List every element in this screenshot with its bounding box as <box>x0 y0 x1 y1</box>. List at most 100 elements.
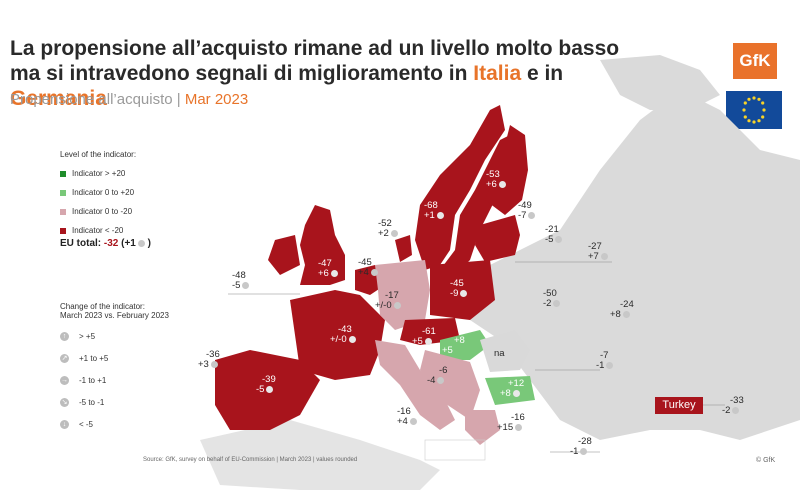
ireland-change: -5 <box>232 280 241 291</box>
moldova-level: -7 <box>600 350 609 361</box>
slovakia-level: +8 <box>454 335 465 346</box>
baltics-shape <box>475 215 520 262</box>
portugal-level: -36 <box>206 349 220 360</box>
country-value-portugal: -36 +3 <box>198 350 220 370</box>
cyprus-change: -1 <box>570 446 579 457</box>
finland-change: +6 <box>486 179 497 190</box>
estonia-level: -49 <box>518 200 532 211</box>
arrow-up-icon <box>512 389 520 397</box>
level-legend-heading: Level of the indicator: <box>60 150 137 159</box>
greece-shape <box>465 410 500 445</box>
turkey-change: -2 <box>722 405 731 416</box>
change-legend: Change of the indicator: March 2023 vs. … <box>60 302 169 442</box>
uk-shape <box>300 205 345 285</box>
bulgaria-level: +12 <box>508 378 525 389</box>
country-value-sweden: -68 +1 <box>424 201 444 221</box>
portugal-change: +3 <box>198 359 209 370</box>
france-shape <box>290 290 385 380</box>
arrow-down-right-icon <box>242 281 250 289</box>
turkey-label: Turkey <box>655 397 703 414</box>
change-legend-item: ↓ < -5 <box>60 420 169 430</box>
country-value-cyprus: -28 -1 <box>570 437 592 457</box>
arrow-down-right-icon <box>266 385 274 393</box>
change-legend-item: ↑ > +5 <box>60 332 169 342</box>
arrow-down-icon <box>460 289 468 297</box>
balkans-shape <box>420 350 480 420</box>
arrow-up-right-icon <box>424 337 432 345</box>
country-value-slovakia: +8 +5 <box>442 336 465 356</box>
eu-total-label: EU total: <box>60 238 104 249</box>
country-value-france: -43 +/-0 <box>330 325 356 345</box>
country-value-lithuania: -27 +7 <box>588 242 608 262</box>
eu-flag-icon <box>726 91 782 129</box>
spain-change: -5 <box>256 384 265 395</box>
country-value-latvia: -21 -5 <box>545 225 563 245</box>
eu-total-value: -32 <box>103 238 119 249</box>
country-value-netherlands: -45 +4 <box>358 258 378 278</box>
poland-level: -45 <box>450 278 464 289</box>
copyright: © GfK <box>756 457 776 464</box>
bulgaria-shape <box>485 376 535 405</box>
moldova-change: -1 <box>596 360 605 371</box>
arrow-up-icon <box>330 269 338 277</box>
romania-shape <box>480 330 530 372</box>
country-value-bulgaria: +12 +8 <box>500 379 524 399</box>
change-legend-label: +1 to +5 <box>79 354 109 363</box>
arrow-up-right-icon: ↗ <box>60 354 69 364</box>
legend-label: Indicator < -20 <box>72 226 124 235</box>
arrow-down-right-icon <box>555 235 563 243</box>
czechia-level: -61 <box>422 326 436 337</box>
arrow-down-right-icon <box>553 299 561 307</box>
arrow-up-icon <box>600 252 608 260</box>
france-level: -43 <box>338 324 352 335</box>
title-text: e in <box>521 62 564 85</box>
title-line-1: La propensione all’acquisto rimane ad un… <box>10 37 620 60</box>
arrow-up-icon <box>515 423 523 431</box>
title-highlight-germania: Germania <box>10 87 107 110</box>
germany-change: +/-0 <box>375 300 392 311</box>
uk-change: +6 <box>318 268 329 279</box>
country-value-finland: -53 +6 <box>486 170 506 190</box>
croatia-change: -4 <box>427 375 436 386</box>
legend-item: Indicator < -20 <box>60 226 136 236</box>
netherlands-change: +4 <box>358 267 369 278</box>
ireland-level: -48 <box>232 270 246 281</box>
country-value-belarus: -50 -2 <box>543 289 561 309</box>
ukraine-change: +8 <box>610 309 621 320</box>
eu-total: EU total: -32 (+1 ) <box>60 238 151 249</box>
legend-swatch <box>60 189 66 196</box>
legend-item: Indicator > +20 <box>60 169 136 179</box>
arrow-up-icon: ↑ <box>60 332 69 342</box>
cyprus-inset-box <box>424 439 486 461</box>
italy-level: -16 <box>397 406 411 417</box>
sweden-change: +1 <box>424 210 435 221</box>
italy-shape <box>375 340 455 430</box>
denmark-level: -52 <box>378 218 392 229</box>
estonia-change: -7 <box>518 210 527 221</box>
change-legend-heading: Change of the indicator: <box>60 302 145 311</box>
north-land <box>600 55 720 110</box>
subtitle-date: Mar 2023 <box>184 91 249 108</box>
country-value-uk: -47 +6 <box>318 259 338 279</box>
country-value-italy: -16 +4 <box>397 407 417 427</box>
subtitle-label: Propensione all’acquisto | <box>10 91 185 108</box>
arrow-up-icon <box>498 180 506 188</box>
country-value-poland: -45 -9 <box>450 278 468 299</box>
country-value-ireland: -48 -5 <box>232 270 250 291</box>
netherlands-level: -45 <box>358 257 372 268</box>
change-legend-label: -1 to +1 <box>79 376 107 385</box>
title-highlight-italia: Italia <box>473 62 522 85</box>
slovakia-change: +5 <box>442 345 453 356</box>
arrow-right-icon: → <box>60 376 69 386</box>
legend-item: Indicator 0 to +20 <box>60 188 136 198</box>
sweden-level: -68 <box>424 200 438 211</box>
country-value-romania: na <box>494 349 505 359</box>
arrow-down-right-icon <box>606 361 614 369</box>
arrow-down-icon <box>528 211 536 219</box>
title-text: ma si intravedono segnali di miglioramen… <box>10 62 474 85</box>
germany-shape <box>375 260 430 330</box>
arrow-right-icon <box>348 335 356 343</box>
country-value-turkey: -33 -2 <box>722 396 744 416</box>
greece-change: +15 <box>497 422 514 433</box>
legend-item: Indicator 0 to -20 <box>60 207 136 217</box>
